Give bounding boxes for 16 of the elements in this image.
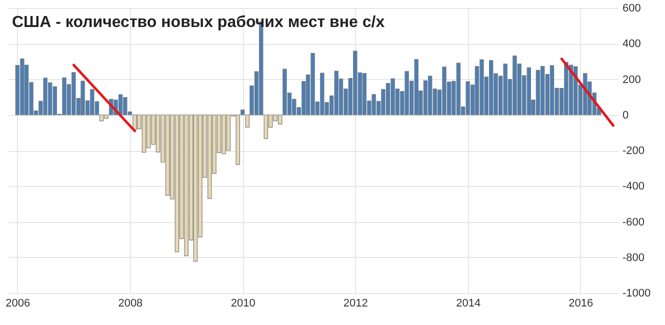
chart-title: США - количество новых рабочих мест вне с/х: [12, 14, 385, 31]
x-tick-label: 2012: [343, 298, 368, 310]
x-tick-label: 2008: [118, 298, 143, 310]
y-tick-label: 600: [622, 2, 641, 14]
y-tick-label: -200: [622, 145, 645, 157]
x-tick-label: 2010: [230, 298, 256, 310]
x-tick-label: 2006: [6, 298, 30, 310]
y-tick-label: 400: [622, 38, 641, 50]
x-tick-label: 2016: [568, 298, 594, 310]
y-tick-label: 200: [622, 74, 641, 86]
y-tick-label: 0: [622, 109, 629, 122]
y-tick-label: -400: [622, 180, 645, 193]
y-tick-label: -600: [622, 216, 645, 228]
y-tick-label: -1000: [622, 288, 651, 300]
y-tick-label: -800: [622, 252, 645, 264]
x-tick-label: 2014: [456, 298, 481, 310]
